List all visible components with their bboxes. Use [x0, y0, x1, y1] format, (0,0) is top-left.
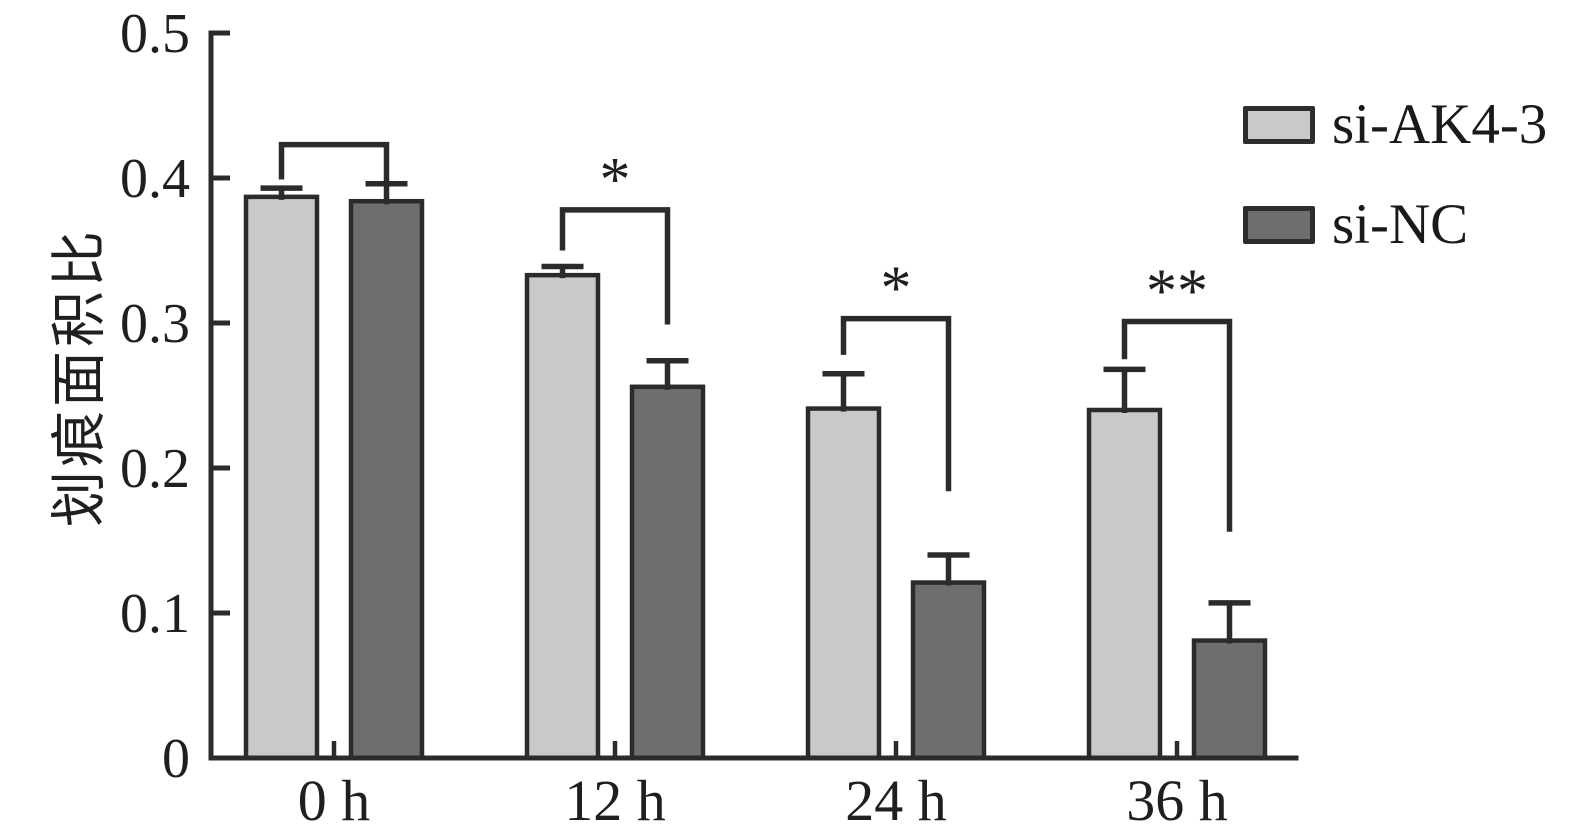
bar-si-AK4-3-12h	[524, 272, 601, 761]
significance-label-36h: **	[1146, 258, 1208, 326]
axes	[208, 30, 1299, 761]
legend-label-si-AK4-3: si-AK4-3	[1332, 93, 1548, 156]
bar-si-AK4-3-36h	[1086, 407, 1163, 761]
significance-bracket-24h	[840, 315, 952, 492]
legend-item-si-NC: si-NC	[1243, 196, 1547, 253]
significance-bracket-12h	[559, 207, 671, 325]
significance-label-12h: *	[600, 146, 631, 214]
legend: si-AK4-3 si-NC	[1243, 96, 1547, 296]
legend-swatch-si-NC	[1243, 205, 1315, 244]
y-tick-label-0.1: 0.1	[120, 583, 190, 645]
bar-si-AK4-3-0h	[243, 194, 320, 761]
significance-bracket-0h	[278, 141, 390, 183]
x-tick-label-36h: 36 h	[1126, 768, 1228, 833]
significance-bracket-36h	[1121, 318, 1233, 532]
bar-si-NC-12h	[629, 384, 706, 761]
y-tick-label-0.5: 0.5	[120, 3, 190, 65]
significance-label-24h: *	[881, 255, 912, 323]
y-tick-label-0.3: 0.3	[120, 293, 190, 355]
x-tick-label-0h: 0 h	[298, 768, 371, 833]
y-tick-label-0.4: 0.4	[120, 148, 190, 210]
bar-si-NC-24h	[910, 580, 987, 761]
x-tick-label-12h: 12 h	[564, 768, 666, 833]
bar-si-NC-0h	[348, 198, 425, 761]
bar-si-NC-36h	[1191, 638, 1268, 761]
y-axis-title: 划痕面积比	[49, 227, 112, 527]
legend-swatch-si-AK4-3	[1243, 105, 1315, 144]
legend-label-si-NC: si-NC	[1332, 193, 1469, 256]
y-tick-label-0.2: 0.2	[120, 438, 190, 500]
bar-si-AK4-3-24h	[805, 406, 882, 761]
y-tick-label-0: 0	[162, 728, 190, 790]
x-tick-label-24h: 24 h	[845, 768, 947, 833]
legend-item-si-AK4-3: si-AK4-3	[1243, 96, 1547, 153]
